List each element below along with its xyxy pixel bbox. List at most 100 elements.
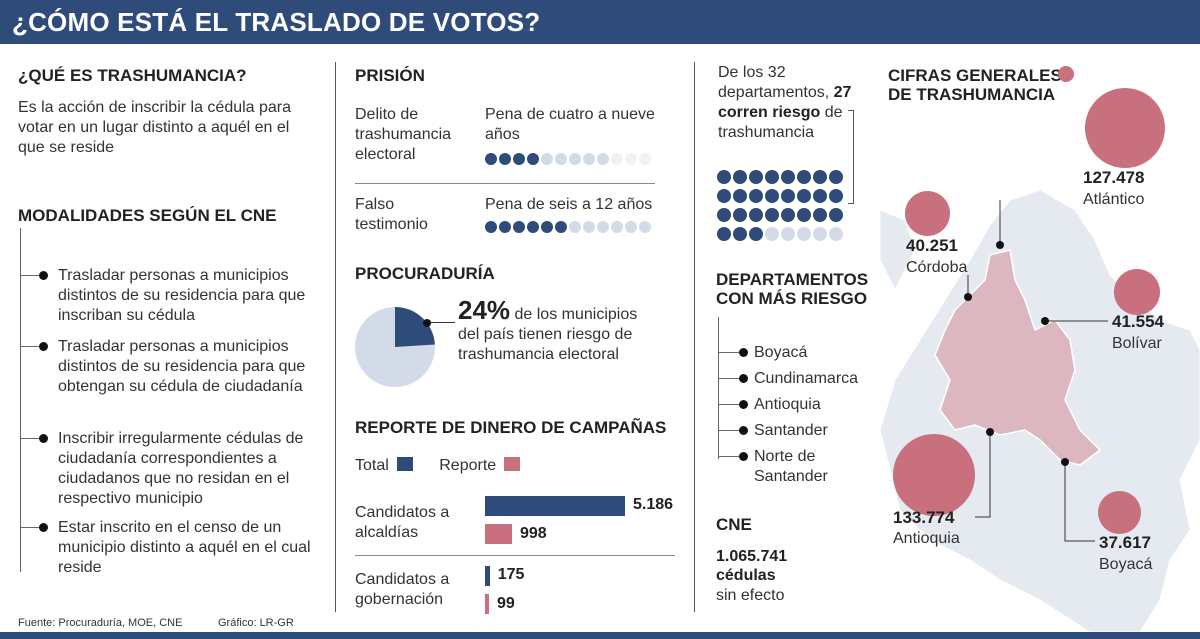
column-divider	[335, 62, 336, 612]
pie-callout-dot	[423, 319, 431, 327]
prision-row-pena: Pena de cuatro a nueve años	[485, 106, 655, 143]
pena-dots	[485, 152, 685, 166]
pena-dot	[583, 153, 595, 165]
pena-dot	[639, 221, 651, 233]
reporte-heading: REPORTE DE DINERO DE CAMPAÑAS	[355, 418, 667, 437]
trashumancia-definition: Es la acción de inscribir la cédula para…	[18, 99, 292, 156]
pena-dot	[541, 221, 553, 233]
departamento-dot	[765, 208, 779, 222]
departamentos-dots	[717, 170, 857, 246]
bar-total-value: 175	[497, 566, 525, 583]
connector-dot-bolivar	[1041, 317, 1049, 325]
connector-dot-boyaca	[1061, 458, 1069, 466]
divider	[355, 555, 675, 556]
cifras-heading: CIFRAS GENERALES DE TRASHUMANCIA	[888, 66, 1062, 104]
reporte-group-label: Candidatos a alcaldías	[355, 504, 450, 541]
bar-reporte	[485, 524, 512, 544]
cifra-name: Bolívar	[1112, 335, 1162, 352]
departamento-dot	[829, 189, 843, 203]
pena-dot	[541, 153, 553, 165]
connector-dot-antioquia	[986, 428, 994, 436]
cifra-name: Córdoba	[906, 259, 968, 276]
pena-dot	[513, 153, 525, 165]
modalidad-text: Trasladar personas a municipios distinto…	[58, 267, 306, 324]
departamento-dot	[829, 208, 843, 222]
departamentos-intro-bold: 27 corren riesgo	[718, 84, 852, 121]
bar-total	[485, 496, 625, 516]
pena-dot	[555, 221, 567, 233]
legend-total-swatch	[396, 457, 413, 471]
departamento-name: Cundinamarca	[754, 370, 859, 387]
departamento-dot	[797, 208, 811, 222]
reporte-group-label: Candidatos a gobernación	[355, 571, 450, 608]
modalidad-text: Estar inscrito en el censo de un municip…	[58, 519, 311, 576]
cifra-value: 41.554	[1112, 312, 1164, 331]
prision-row-label: Delito de trashumancia electoral	[355, 106, 452, 163]
cifras-heading-dot	[1058, 66, 1074, 82]
departamento-dot	[733, 189, 747, 203]
departamento-dot	[733, 170, 747, 184]
bubble-atlantico	[1085, 88, 1166, 169]
pena-dot	[625, 153, 637, 165]
footer-bar	[0, 632, 1200, 639]
departamento-dot	[781, 170, 795, 184]
pena-dot	[485, 221, 497, 233]
connector-boyaca	[1064, 462, 1095, 542]
modalidades-heading: MODALIDADES SEGÚN EL CNE	[18, 206, 277, 225]
pena-dot	[555, 153, 567, 165]
departamento-dot	[749, 189, 763, 203]
departamentos-intro: De los 32 departamentos, 27 corren riesg…	[718, 63, 853, 143]
map-highlight-regions	[934, 249, 1102, 466]
connector-dot-atlantico	[996, 241, 1004, 249]
bubble-boyaca	[1098, 491, 1142, 535]
pena-dot	[597, 153, 609, 165]
bubble-bolivar	[1114, 269, 1160, 315]
header-bar: ¿CÓMO ESTÁ EL TRASLADO DE VOTOS?	[0, 0, 1200, 44]
cne-value-unit: cédulas	[716, 567, 776, 584]
cifra-name: Boyacá	[1099, 556, 1153, 573]
departamento-dot	[717, 170, 731, 184]
departamentos-intro-1: De los 32 departamentos,	[718, 64, 830, 101]
connector-antioquia	[975, 432, 991, 518]
pena-dot	[583, 221, 595, 233]
cne-heading: CNE	[716, 515, 752, 534]
cifra-value: 40.251	[906, 236, 958, 255]
pena-dot	[611, 221, 623, 233]
column-divider	[694, 62, 695, 612]
departamento-name: Boyacá	[754, 344, 808, 361]
pena-dot	[499, 221, 511, 233]
pena-dot	[527, 221, 539, 233]
departamentos-bracket	[848, 110, 854, 204]
prision-row-label: Falso testimonio	[355, 196, 428, 233]
bar-reporte-value: 99	[497, 595, 515, 612]
prision-heading: PRISIÓN	[355, 66, 425, 85]
map-connectors	[964, 200, 1108, 542]
legend-reporte-swatch	[504, 457, 521, 471]
departamento-dot	[733, 208, 747, 222]
reporte-legend: Total Reporte	[355, 456, 521, 476]
departamento-dot	[781, 189, 795, 203]
departamentos-intro-2: de trashumancia	[718, 104, 843, 141]
departamento-dot	[733, 227, 747, 241]
divider	[355, 183, 655, 184]
departamento-dot	[797, 170, 811, 184]
pie-callout-line	[431, 322, 455, 323]
legend-reporte-label: Reporte	[439, 457, 497, 474]
departamento-name: Antioquia	[754, 396, 821, 413]
pie-slice-riesgo	[395, 307, 435, 347]
page-title: ¿CÓMO ESTÁ EL TRASLADO DE VOTOS?	[12, 7, 541, 37]
pena-dots	[485, 220, 685, 234]
departamento-dot	[717, 227, 731, 241]
departamento-dot	[765, 227, 779, 241]
bar-total	[485, 566, 490, 586]
cifra-value: 127.478	[1083, 168, 1145, 187]
bubble-antioquia	[893, 434, 975, 516]
departamentos-bracket-line	[718, 317, 719, 459]
procuraduria-text: de los municipios del país tienen riesgo…	[458, 306, 638, 363]
departamentos-heading: DEPARTAMENTOS CON MÁS RIESGO	[716, 270, 869, 308]
prision-row-pena: Pena de seis a 12 años	[485, 196, 653, 213]
procuraduria-percent: 24%	[458, 295, 511, 325]
departamento-name: Norte de Santander	[754, 448, 828, 485]
cifra-name: Atlántico	[1083, 191, 1145, 208]
bullet-dot	[39, 434, 48, 443]
